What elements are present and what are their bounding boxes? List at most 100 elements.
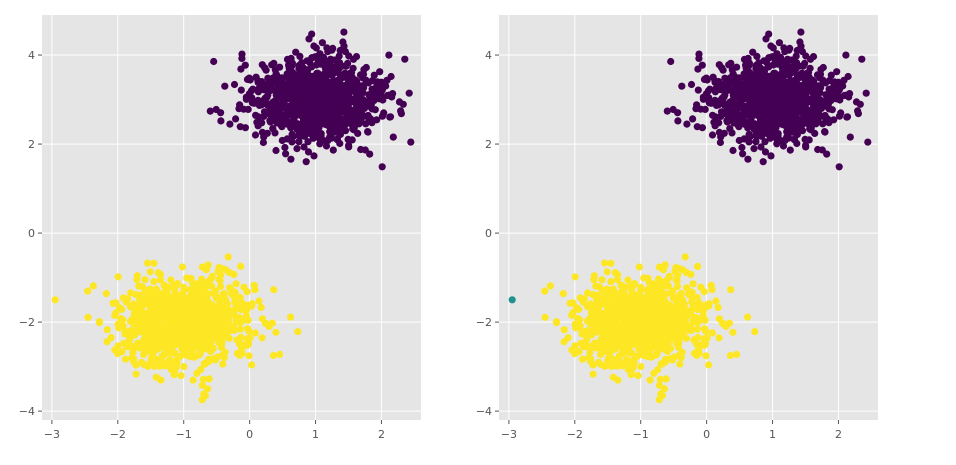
data-point [84,287,92,295]
data-point [152,285,160,293]
data-point [716,138,725,147]
data-point [224,305,232,313]
data-point [204,304,212,312]
data-point [222,312,230,320]
data-point [681,305,689,313]
data-point [283,95,291,103]
data-point [271,114,279,122]
data-point [681,253,689,261]
data-point [180,363,188,371]
data-point [828,106,836,114]
data-point [703,334,711,342]
data-point [819,100,827,108]
data-point [552,318,561,326]
data-point [711,77,719,85]
data-point [692,340,701,348]
data-point [298,124,306,132]
series-3 [508,296,516,304]
data-point [683,120,691,128]
data-point [787,115,795,123]
data-point [772,60,780,68]
data-point [802,81,810,89]
y-tick-label: −4 [476,405,492,418]
data-point [660,385,669,393]
data-point [712,297,720,305]
data-point [254,113,263,121]
data-point [119,316,127,324]
data-point [803,105,811,114]
data-point [196,344,204,353]
data-point [832,87,840,95]
data-point [728,86,736,94]
data-point [590,339,599,347]
data-point [629,281,637,290]
data-point [575,348,583,356]
data-point [216,282,225,291]
data-point [753,106,761,114]
data-point [761,103,769,111]
data-point [242,93,250,101]
data-point [389,90,397,98]
data-point [786,146,794,154]
data-point [199,375,207,383]
data-point [246,334,254,342]
data-point [656,375,665,383]
data-point [297,87,305,95]
data-point [659,266,668,274]
data-point [664,347,672,356]
data-point [629,336,637,344]
data-point [571,273,579,281]
data-point [114,320,122,328]
data-point [234,315,242,323]
data-point [560,326,568,334]
data-point [386,113,395,121]
x-tick-label: −3 [501,428,517,441]
data-point [207,347,215,356]
data-point [729,328,737,336]
data-point [269,125,277,133]
data-point [664,339,672,347]
data-point [340,101,348,109]
data-point [276,350,284,358]
data-point [717,133,725,141]
data-point [161,332,170,340]
data-point [254,77,262,85]
data-point [775,39,784,47]
data-point [852,98,861,106]
data-point [653,338,662,346]
data-point [590,272,599,280]
data-point [196,338,204,346]
data-point [757,143,765,151]
data-point [220,289,228,298]
y-tick-label: −2 [19,316,35,329]
data-point [615,322,623,331]
data-point [795,85,803,93]
data-point [586,327,594,335]
data-point [137,293,145,302]
x-tick-label: 1 [769,428,776,441]
data-point [646,287,654,295]
data-point [322,58,330,66]
data-point [635,263,644,271]
data-point [122,298,130,306]
data-point [360,112,368,120]
data-point [167,276,175,284]
data-point [158,322,166,331]
data-point [146,268,154,276]
data-point [255,101,264,109]
data-point [858,55,866,63]
data-point [326,88,334,96]
data-point [579,298,588,306]
data-point [158,352,167,360]
data-point [270,286,278,294]
data-point [339,38,347,46]
data-point [247,87,256,95]
data-point [368,89,376,97]
data-point [827,71,835,79]
data-point [295,64,303,72]
data-point [271,86,279,94]
data-point [603,268,611,276]
data-point [320,70,328,78]
data-point [637,283,645,291]
data-point [618,332,627,340]
